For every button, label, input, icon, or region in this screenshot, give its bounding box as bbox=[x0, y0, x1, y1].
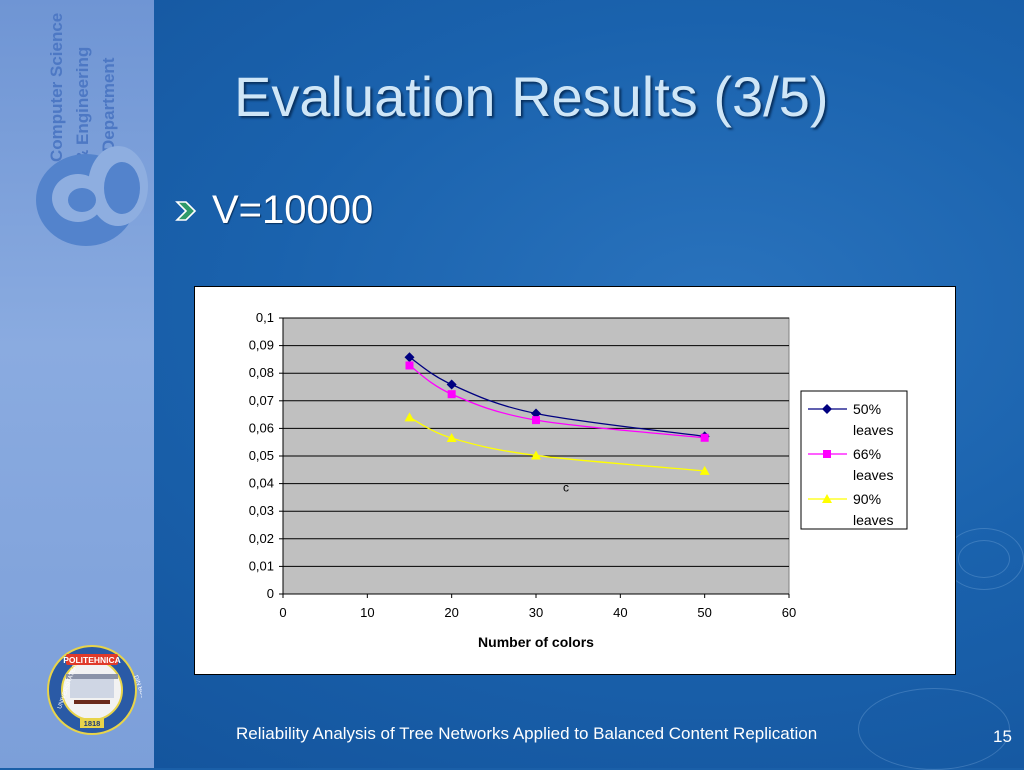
data-point bbox=[405, 361, 414, 370]
slide-title: Evaluation Results (3/5) bbox=[234, 65, 829, 128]
chart-annotation: c bbox=[563, 481, 569, 495]
y-tick-label: 0,1 bbox=[256, 310, 274, 325]
data-point bbox=[404, 352, 415, 363]
y-tick-label: 0,06 bbox=[249, 420, 274, 435]
arrow-bullet-icon bbox=[175, 200, 197, 221]
data-point bbox=[446, 433, 457, 443]
y-tick-label: 0 bbox=[267, 586, 274, 601]
legend-box bbox=[800, 390, 908, 530]
legend-entry: 90% leaves bbox=[853, 491, 893, 528]
page-number: 15 bbox=[993, 727, 1012, 746]
water-ripple-decoration bbox=[858, 688, 1010, 770]
slide-footer: Reliability Analysis of Tree Networks Ap… bbox=[236, 724, 818, 743]
data-point bbox=[700, 433, 709, 442]
department-logo-icon bbox=[36, 146, 148, 246]
x-axis-label: Number of colors bbox=[478, 634, 594, 650]
x-tick-label: 60 bbox=[782, 605, 796, 620]
y-tick-label: 0,01 bbox=[249, 558, 274, 573]
water-ripple-decoration bbox=[944, 528, 1024, 590]
y-tick-label: 0,05 bbox=[249, 448, 274, 463]
legend-marker bbox=[822, 404, 832, 414]
x-tick-label: 40 bbox=[613, 605, 627, 620]
chart-container: 0 0,01 0,02 0,03 0,04 0,05 0,06 0,07 0,08 0,09 0,1… bbox=[194, 286, 956, 675]
legend-marker bbox=[822, 494, 832, 503]
x-tick-label: 20 bbox=[444, 605, 458, 620]
legend-marker bbox=[823, 450, 831, 458]
y-tick-label: 0,02 bbox=[249, 531, 274, 546]
data-point bbox=[531, 408, 541, 419]
dept-line-2: & Engineering bbox=[73, 47, 92, 162]
sidebar: Computer Science & Engineering Departmen… bbox=[0, 0, 154, 768]
y-tick-label: 0,03 bbox=[249, 503, 274, 518]
department-wordmark: Computer Science & Engineering Departmen… bbox=[47, 13, 118, 162]
y-tick-label: 0,07 bbox=[249, 393, 274, 408]
line-chart: 0 0,01 0,02 0,03 0,04 0,05 0,06 0,07 0,08 0,09 0,1… bbox=[249, 310, 908, 650]
data-point bbox=[699, 465, 710, 475]
bullet-item: V=10000 bbox=[174, 188, 373, 233]
x-tick-label: 50 bbox=[697, 605, 711, 620]
seal-top-text: POLITEHNICA bbox=[63, 655, 121, 665]
data-point bbox=[532, 416, 540, 425]
dept-line-1: Computer Science bbox=[47, 13, 66, 162]
series-line bbox=[409, 364, 705, 439]
series-line bbox=[409, 356, 705, 438]
bullet-text: V=10000 bbox=[212, 188, 374, 232]
data-point bbox=[447, 390, 456, 399]
legend-entry: 50% leaves bbox=[853, 401, 893, 438]
x-tick-label: 30 bbox=[529, 605, 543, 620]
y-tick-label: 0,09 bbox=[249, 338, 274, 353]
dept-line-3: Department bbox=[99, 57, 118, 152]
series-line bbox=[409, 416, 705, 472]
data-point bbox=[531, 450, 541, 460]
seal-year: 1818 bbox=[84, 719, 101, 728]
university-seal-icon: POLITEHNICA UNIVERSITATEA DIN BUCUREŞTI … bbox=[47, 645, 142, 735]
data-point bbox=[404, 412, 415, 422]
legend-entry: 66% leaves bbox=[853, 446, 893, 483]
data-point bbox=[446, 379, 457, 390]
y-tick-label: 0,08 bbox=[249, 365, 274, 380]
x-tick-label: 10 bbox=[360, 605, 374, 620]
y-tick-label: 0,04 bbox=[249, 476, 274, 491]
x-tick-label: 0 bbox=[279, 605, 286, 620]
